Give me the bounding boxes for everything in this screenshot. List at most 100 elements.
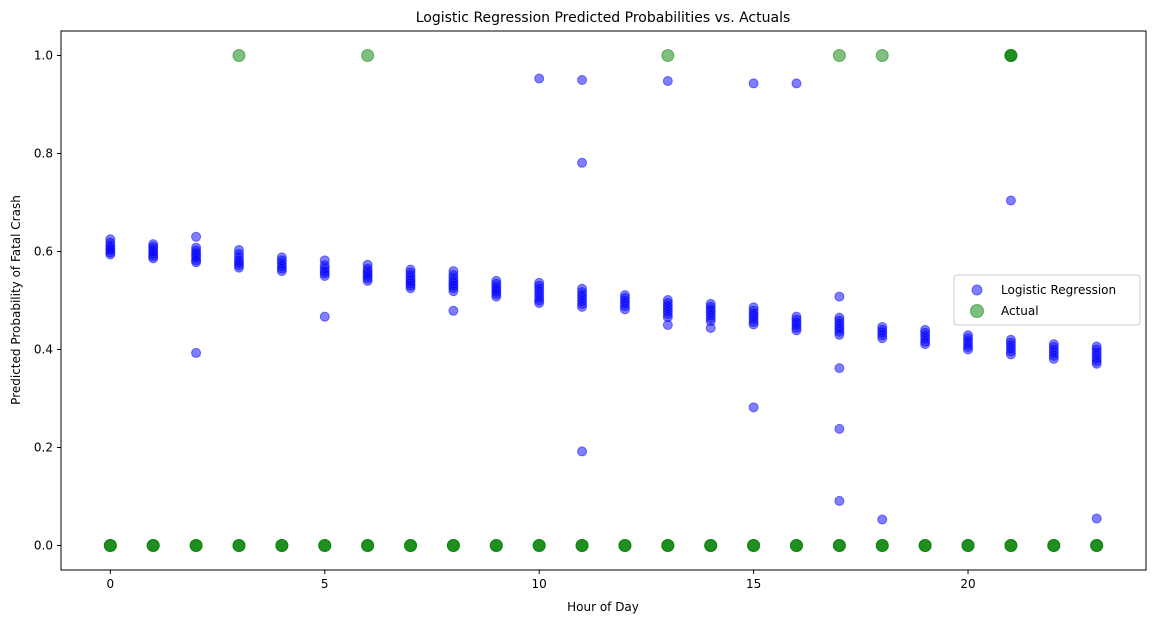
data-point — [1005, 195, 1016, 206]
legend: Logistic Regression Actual — [953, 274, 1141, 326]
data-point — [704, 539, 718, 552]
data-point — [577, 446, 588, 457]
y-tick-label: 0.6 — [34, 245, 53, 259]
data-point — [148, 253, 159, 264]
data-point — [404, 539, 418, 552]
data-point — [1091, 513, 1102, 524]
data-point — [963, 344, 974, 355]
data-point — [748, 78, 759, 89]
data-point — [791, 78, 802, 89]
data-point — [361, 49, 375, 62]
data-point — [1090, 539, 1104, 552]
data-point — [1048, 353, 1059, 364]
data-point — [834, 291, 845, 302]
x-tick-label: 0 — [106, 577, 114, 591]
data-point — [1091, 358, 1102, 369]
data-point — [532, 539, 546, 552]
data-point — [319, 311, 330, 322]
data-point — [877, 333, 888, 344]
series-actual — [103, 49, 1104, 552]
data-point — [577, 157, 588, 168]
chart-title: Logistic Regression Predicted Probabilit… — [416, 10, 791, 26]
x-tick-label: 5 — [321, 577, 329, 591]
y-tick-label: 1.0 — [34, 49, 53, 63]
data-point — [491, 291, 502, 302]
data-point — [191, 231, 202, 242]
data-point — [446, 539, 460, 552]
x-axis-label: Hour of Day — [567, 600, 639, 614]
data-point — [747, 539, 761, 552]
legend-marker-actual — [970, 304, 984, 318]
data-point — [875, 539, 889, 552]
data-point — [232, 539, 246, 552]
data-point — [361, 539, 375, 552]
data-point — [661, 49, 675, 62]
data-point — [748, 402, 759, 413]
data-point — [191, 347, 202, 358]
data-point — [618, 539, 632, 552]
data-point — [448, 305, 459, 316]
data-point — [748, 319, 759, 330]
data-point — [834, 495, 845, 506]
data-point — [577, 75, 588, 85]
y-tick-label: 0.2 — [34, 441, 53, 455]
data-point — [319, 271, 330, 281]
data-point — [705, 322, 716, 333]
data-point — [105, 249, 116, 260]
data-point — [233, 262, 244, 273]
data-point — [875, 49, 889, 62]
legend-marker-logistic-regression — [971, 284, 983, 296]
data-point — [662, 75, 673, 86]
points-layer — [103, 49, 1104, 552]
plot-frame — [60, 30, 1147, 571]
data-point — [405, 283, 416, 294]
data-point — [146, 539, 160, 552]
data-point — [575, 539, 589, 552]
data-point — [189, 539, 203, 552]
data-point — [489, 539, 503, 552]
data-point — [789, 539, 803, 552]
data-point — [920, 339, 931, 350]
y-tick-label: 0.0 — [34, 539, 53, 553]
legend-label-actual: Actual — [1001, 304, 1039, 318]
data-point — [1004, 539, 1018, 552]
data-point — [834, 363, 845, 374]
data-point — [448, 286, 459, 297]
data-point — [362, 275, 373, 286]
x-tick-label: 15 — [746, 577, 761, 591]
data-point — [832, 49, 846, 62]
data-point — [961, 539, 975, 552]
data-point — [534, 297, 545, 308]
data-point — [534, 73, 545, 84]
y-tick-label: 0.4 — [34, 343, 53, 357]
data-point — [577, 301, 588, 312]
y-axis-ticks: 0.0 0.2 0.4 0.6 0.8 1.0 — [34, 49, 61, 553]
data-point — [877, 514, 888, 525]
data-point — [834, 423, 845, 434]
data-point — [232, 49, 246, 62]
data-point — [832, 539, 846, 552]
data-point — [276, 266, 287, 277]
x-axis-ticks: 0 5 10 15 20 — [106, 570, 976, 591]
data-point — [918, 539, 932, 552]
data-point — [318, 539, 332, 552]
series-logistic-regression — [105, 73, 1102, 525]
data-point — [191, 257, 202, 268]
data-point — [791, 325, 802, 336]
legend-label-logistic-regression: Logistic Regression — [1001, 283, 1116, 297]
y-axis-label: Predicted Probability of Fatal Crash — [9, 195, 23, 405]
x-tick-label: 20 — [960, 577, 975, 591]
legend-box — [953, 274, 1141, 326]
data-point — [103, 539, 117, 552]
x-tick-label: 10 — [532, 577, 547, 591]
y-tick-label: 0.8 — [34, 147, 53, 161]
data-point — [834, 329, 845, 340]
data-point — [619, 304, 630, 315]
data-point — [275, 539, 289, 552]
data-point — [1004, 49, 1018, 62]
data-point — [1005, 349, 1016, 360]
data-point — [1047, 539, 1061, 552]
data-point — [662, 320, 673, 330]
